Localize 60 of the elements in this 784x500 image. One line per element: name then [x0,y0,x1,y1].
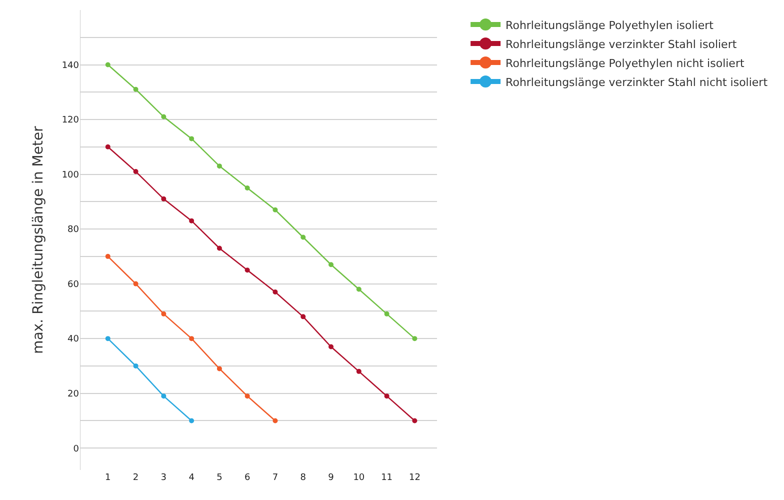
point [356,286,362,292]
point [272,207,278,212]
x-tick-label: 8 [300,473,306,483]
x-tick-label: 12 [408,473,420,483]
point [105,144,110,150]
point [244,268,250,273]
point [189,136,194,142]
point [161,196,166,202]
point [328,262,334,268]
y-tick-label: 100 [62,170,80,180]
y-tick-label: 140 [62,60,80,71]
point [189,418,194,424]
point [189,218,194,224]
x-tick-label: 4 [188,473,195,483]
y-tick-label: 40 [68,334,80,345]
point [272,418,278,424]
x-tick-label: 6 [244,473,250,483]
y-tick-label: 60 [68,280,80,290]
point [161,114,166,120]
x-tick-label: 1 [105,473,111,483]
point [105,254,110,259]
y-tick-label: 0 [73,444,80,454]
point [244,185,250,190]
y-tick-label: 20 [68,389,80,400]
y-tick-label: 80 [68,225,80,236]
point [272,290,278,295]
point [161,311,166,316]
point [356,368,362,374]
point [105,336,110,342]
point [105,62,110,68]
point [133,169,138,174]
x-tick-label: 3 [160,473,167,483]
x-tick-label: 10 [353,473,365,483]
x-tick-label: 9 [328,473,334,483]
legend-label: Rohrleitungslänge Polyethylen nicht isoliert [506,56,745,70]
point [216,366,222,372]
point [244,394,250,399]
x-tick-label: 2 [132,473,139,483]
point [189,336,194,342]
x-tick-label: 7 [272,473,278,483]
x-tick-label: 11 [381,473,393,483]
point [412,418,418,424]
point [412,336,418,342]
point [133,363,138,368]
point [133,281,138,286]
point [384,394,390,399]
point [161,394,166,399]
x-tick-label: 5 [216,473,222,483]
legend-label: Rohrleitungslänge verzinkter Stahl isoliert [506,38,738,51]
point [216,164,222,169]
point [384,311,390,316]
y-tick-label: 120 [62,116,80,126]
point [133,86,138,92]
y-axis-title: max. Ringleitungslänge in Meter [30,126,46,354]
point [300,314,306,320]
point [216,246,222,251]
point [328,344,334,350]
legend-label: Rohrleitungslänge Polyethylen isoliert [506,18,714,32]
point [300,234,306,240]
legend-label: Rohrleitungslänge verzinkter Stahl nicht isoliert [506,76,768,89]
